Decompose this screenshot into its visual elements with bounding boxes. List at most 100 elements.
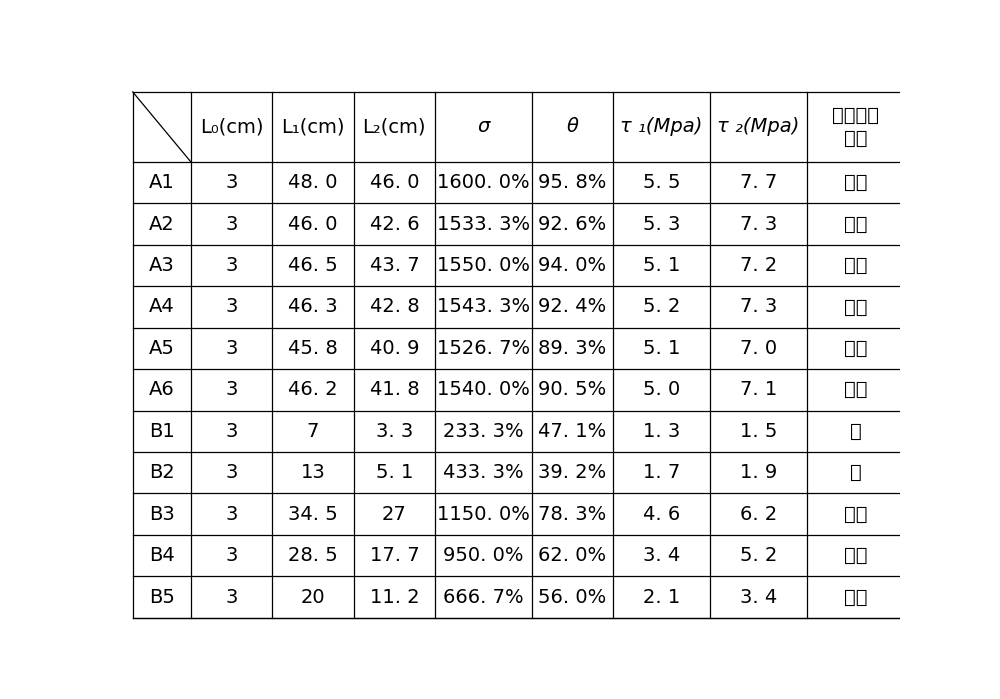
- Text: A5: A5: [149, 339, 175, 358]
- Text: A1: A1: [149, 173, 175, 192]
- Text: 1543. 3%: 1543. 3%: [437, 298, 530, 317]
- Text: 46. 3: 46. 3: [288, 298, 338, 317]
- Text: A2: A2: [149, 215, 175, 233]
- Text: 233. 3%: 233. 3%: [443, 421, 524, 441]
- Text: 1. 5: 1. 5: [740, 421, 777, 441]
- Text: 3: 3: [225, 546, 238, 565]
- Text: B5: B5: [149, 588, 175, 607]
- Text: 47. 1%: 47. 1%: [538, 421, 607, 441]
- Text: 5. 0: 5. 0: [643, 380, 680, 399]
- Text: 极优: 极优: [844, 173, 867, 192]
- Text: 1. 9: 1. 9: [740, 463, 777, 482]
- Text: L₂(cm): L₂(cm): [363, 117, 426, 136]
- Text: 3: 3: [225, 505, 238, 524]
- Text: 极优: 极优: [844, 380, 867, 399]
- Text: 7. 3: 7. 3: [740, 298, 777, 317]
- Text: 2. 1: 2. 1: [643, 588, 680, 607]
- Text: 95. 8%: 95. 8%: [538, 173, 607, 192]
- Text: 愈合堆漏: 愈合堆漏: [832, 106, 879, 124]
- Text: A4: A4: [149, 298, 175, 317]
- Text: 5. 3: 5. 3: [643, 215, 680, 233]
- Text: 92. 6%: 92. 6%: [538, 215, 607, 233]
- Text: 56. 0%: 56. 0%: [538, 588, 607, 607]
- Text: 46. 2: 46. 2: [288, 380, 338, 399]
- Text: 6. 2: 6. 2: [740, 505, 777, 524]
- Text: 7: 7: [307, 421, 319, 441]
- Text: 1600. 0%: 1600. 0%: [437, 173, 530, 192]
- Text: 1. 7: 1. 7: [643, 463, 680, 482]
- Text: 17. 7: 17. 7: [370, 546, 419, 565]
- Text: 3. 4: 3. 4: [740, 588, 777, 607]
- Text: 7. 1: 7. 1: [740, 380, 777, 399]
- Text: 89. 3%: 89. 3%: [538, 339, 607, 358]
- Text: 1. 3: 1. 3: [643, 421, 680, 441]
- Text: τ ₂(Mpa): τ ₂(Mpa): [717, 117, 800, 136]
- Text: 5. 1: 5. 1: [376, 463, 413, 482]
- Text: 46. 5: 46. 5: [288, 256, 338, 275]
- Text: 41. 8: 41. 8: [370, 380, 419, 399]
- Text: 3: 3: [225, 173, 238, 192]
- Text: 3: 3: [225, 298, 238, 317]
- Text: A6: A6: [149, 380, 175, 399]
- Text: 42. 6: 42. 6: [370, 215, 419, 233]
- Text: B3: B3: [149, 505, 175, 524]
- Text: 950. 0%: 950. 0%: [443, 546, 524, 565]
- Text: 较优: 较优: [844, 505, 867, 524]
- Text: 1526. 7%: 1526. 7%: [437, 339, 530, 358]
- Text: B2: B2: [149, 463, 175, 482]
- Text: 48. 0: 48. 0: [288, 173, 338, 192]
- Text: 3: 3: [225, 421, 238, 441]
- Text: 极优: 极优: [844, 256, 867, 275]
- Text: 5. 1: 5. 1: [643, 339, 680, 358]
- Text: B4: B4: [149, 546, 175, 565]
- Text: 3: 3: [225, 256, 238, 275]
- Text: 7. 3: 7. 3: [740, 215, 777, 233]
- Text: 差: 差: [850, 463, 861, 482]
- Text: 3: 3: [225, 215, 238, 233]
- Text: 1150. 0%: 1150. 0%: [437, 505, 530, 524]
- Text: 666. 7%: 666. 7%: [443, 588, 524, 607]
- Text: 3. 3: 3. 3: [376, 421, 413, 441]
- Text: 433. 3%: 433. 3%: [443, 463, 524, 482]
- Text: 3: 3: [225, 588, 238, 607]
- Text: 差: 差: [850, 421, 861, 441]
- Text: L₁(cm): L₁(cm): [281, 117, 345, 136]
- Text: 极优: 极优: [844, 215, 867, 233]
- Text: 39. 2%: 39. 2%: [538, 463, 607, 482]
- Text: 7. 7: 7. 7: [740, 173, 777, 192]
- Text: 34. 5: 34. 5: [288, 505, 338, 524]
- Text: L₀(cm): L₀(cm): [200, 117, 263, 136]
- Text: 1550. 0%: 1550. 0%: [437, 256, 530, 275]
- Text: 78. 3%: 78. 3%: [538, 505, 607, 524]
- Text: 3. 4: 3. 4: [643, 546, 680, 565]
- Text: 94. 0%: 94. 0%: [538, 256, 607, 275]
- Text: 27: 27: [382, 505, 407, 524]
- Text: 11. 2: 11. 2: [370, 588, 419, 607]
- Text: 90. 5%: 90. 5%: [538, 380, 607, 399]
- Text: 1533. 3%: 1533. 3%: [437, 215, 530, 233]
- Text: 极优: 极优: [844, 298, 867, 317]
- Text: 7. 2: 7. 2: [740, 256, 777, 275]
- Text: 42. 8: 42. 8: [370, 298, 419, 317]
- Text: 1540. 0%: 1540. 0%: [437, 380, 530, 399]
- Text: 5. 2: 5. 2: [740, 546, 777, 565]
- Text: B1: B1: [149, 421, 175, 441]
- Text: 13: 13: [301, 463, 325, 482]
- Text: A3: A3: [149, 256, 175, 275]
- Text: 3: 3: [225, 339, 238, 358]
- Text: 20: 20: [301, 588, 325, 607]
- Text: 3: 3: [225, 380, 238, 399]
- Text: 性能: 性能: [844, 129, 867, 148]
- Text: 5. 1: 5. 1: [643, 256, 680, 275]
- Text: 43. 7: 43. 7: [370, 256, 419, 275]
- Text: 3: 3: [225, 463, 238, 482]
- Text: τ ₁(Mpa): τ ₁(Mpa): [620, 117, 703, 136]
- Text: 良好: 良好: [844, 546, 867, 565]
- Text: 中等: 中等: [844, 588, 867, 607]
- Text: 4. 6: 4. 6: [643, 505, 680, 524]
- Text: 46. 0: 46. 0: [288, 215, 338, 233]
- Text: 5. 5: 5. 5: [643, 173, 680, 192]
- Text: 28. 5: 28. 5: [288, 546, 338, 565]
- Text: 45. 8: 45. 8: [288, 339, 338, 358]
- Text: 46. 0: 46. 0: [370, 173, 419, 192]
